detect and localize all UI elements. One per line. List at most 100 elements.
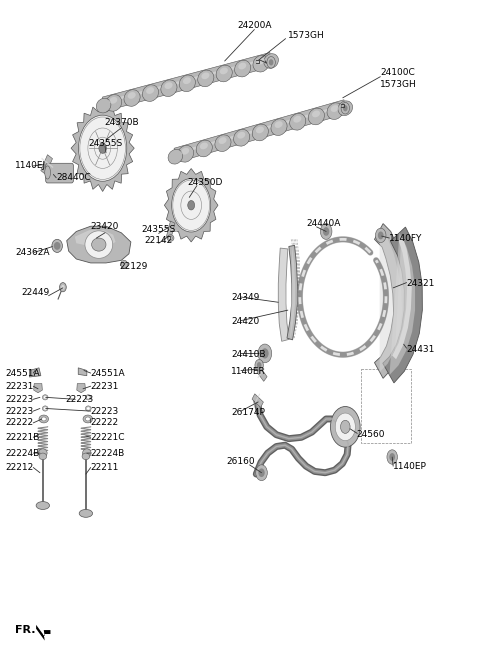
Ellipse shape xyxy=(340,420,350,434)
Text: 22223: 22223 xyxy=(66,395,94,404)
Ellipse shape xyxy=(44,396,47,399)
Ellipse shape xyxy=(330,407,360,447)
Ellipse shape xyxy=(255,359,264,371)
Text: 22211: 22211 xyxy=(91,463,119,472)
Polygon shape xyxy=(71,105,134,191)
Ellipse shape xyxy=(44,407,47,410)
Text: 22223: 22223 xyxy=(5,395,34,404)
Ellipse shape xyxy=(168,149,183,164)
Polygon shape xyxy=(252,394,264,407)
Text: 22224B: 22224B xyxy=(5,449,40,457)
Ellipse shape xyxy=(289,114,306,130)
Text: 24551A: 24551A xyxy=(91,369,125,378)
Ellipse shape xyxy=(269,59,274,66)
Text: 24560: 24560 xyxy=(357,430,385,440)
Ellipse shape xyxy=(85,417,90,421)
Text: 22212: 22212 xyxy=(5,463,34,472)
Ellipse shape xyxy=(252,124,268,141)
Ellipse shape xyxy=(54,242,60,250)
Text: 28440C: 28440C xyxy=(56,173,91,182)
Ellipse shape xyxy=(161,80,177,97)
Ellipse shape xyxy=(39,415,48,423)
Ellipse shape xyxy=(85,395,91,400)
Text: 22231: 22231 xyxy=(5,382,34,391)
Ellipse shape xyxy=(389,453,395,461)
Polygon shape xyxy=(67,226,131,263)
Ellipse shape xyxy=(121,260,128,268)
Ellipse shape xyxy=(181,148,189,154)
Ellipse shape xyxy=(180,75,195,91)
Ellipse shape xyxy=(312,110,320,118)
Ellipse shape xyxy=(261,348,269,359)
Ellipse shape xyxy=(257,58,264,64)
Ellipse shape xyxy=(188,200,194,210)
Text: 22231: 22231 xyxy=(91,382,119,391)
Text: FR.: FR. xyxy=(15,625,36,635)
Ellipse shape xyxy=(42,406,48,411)
Text: 22449: 22449 xyxy=(21,288,49,297)
Text: 1140FY: 1140FY xyxy=(389,233,423,242)
Text: 24350D: 24350D xyxy=(187,178,223,187)
Polygon shape xyxy=(102,53,272,111)
Text: 22223: 22223 xyxy=(5,407,34,416)
Text: 24321: 24321 xyxy=(407,279,435,288)
Ellipse shape xyxy=(341,102,349,114)
Text: 24370B: 24370B xyxy=(104,118,139,127)
Text: 24440A: 24440A xyxy=(306,219,340,227)
Ellipse shape xyxy=(235,60,251,77)
Ellipse shape xyxy=(99,143,107,153)
Ellipse shape xyxy=(271,119,287,135)
Text: 26174P: 26174P xyxy=(231,408,265,417)
Ellipse shape xyxy=(331,105,339,112)
Text: 22129: 22129 xyxy=(120,262,148,271)
Ellipse shape xyxy=(172,179,211,232)
Ellipse shape xyxy=(378,231,384,239)
Polygon shape xyxy=(278,248,289,341)
Ellipse shape xyxy=(323,227,329,236)
FancyBboxPatch shape xyxy=(46,164,73,183)
Ellipse shape xyxy=(215,135,231,152)
Ellipse shape xyxy=(39,453,47,460)
Ellipse shape xyxy=(257,362,262,369)
Ellipse shape xyxy=(183,78,191,84)
Polygon shape xyxy=(383,227,422,383)
Ellipse shape xyxy=(293,116,301,123)
Ellipse shape xyxy=(375,228,386,242)
Ellipse shape xyxy=(96,99,111,113)
Ellipse shape xyxy=(200,143,208,149)
Ellipse shape xyxy=(83,449,91,457)
Ellipse shape xyxy=(85,406,91,411)
Polygon shape xyxy=(257,367,267,381)
Polygon shape xyxy=(164,169,218,242)
Polygon shape xyxy=(41,154,52,175)
Ellipse shape xyxy=(178,145,193,162)
Ellipse shape xyxy=(45,166,50,179)
Text: 1573GH: 1573GH xyxy=(380,79,417,89)
Polygon shape xyxy=(283,248,286,340)
Polygon shape xyxy=(29,368,41,377)
Ellipse shape xyxy=(335,413,355,441)
Ellipse shape xyxy=(124,90,140,106)
Ellipse shape xyxy=(87,407,90,410)
Text: 22223: 22223 xyxy=(91,407,119,416)
Polygon shape xyxy=(165,225,177,232)
Text: 22222: 22222 xyxy=(91,419,119,428)
Ellipse shape xyxy=(387,450,397,464)
Ellipse shape xyxy=(216,65,232,82)
Ellipse shape xyxy=(275,121,283,128)
Polygon shape xyxy=(290,246,295,339)
Ellipse shape xyxy=(338,101,353,116)
Text: 23420: 23420 xyxy=(91,223,119,231)
Polygon shape xyxy=(253,394,260,406)
Ellipse shape xyxy=(83,415,93,423)
Ellipse shape xyxy=(258,468,264,477)
Ellipse shape xyxy=(60,283,66,292)
Ellipse shape xyxy=(92,238,106,251)
Polygon shape xyxy=(103,57,271,104)
Ellipse shape xyxy=(61,285,65,290)
Text: 1140EP: 1140EP xyxy=(393,462,427,470)
Text: 24362A: 24362A xyxy=(15,248,49,257)
Ellipse shape xyxy=(218,137,227,144)
Ellipse shape xyxy=(41,417,46,421)
Ellipse shape xyxy=(128,92,136,99)
